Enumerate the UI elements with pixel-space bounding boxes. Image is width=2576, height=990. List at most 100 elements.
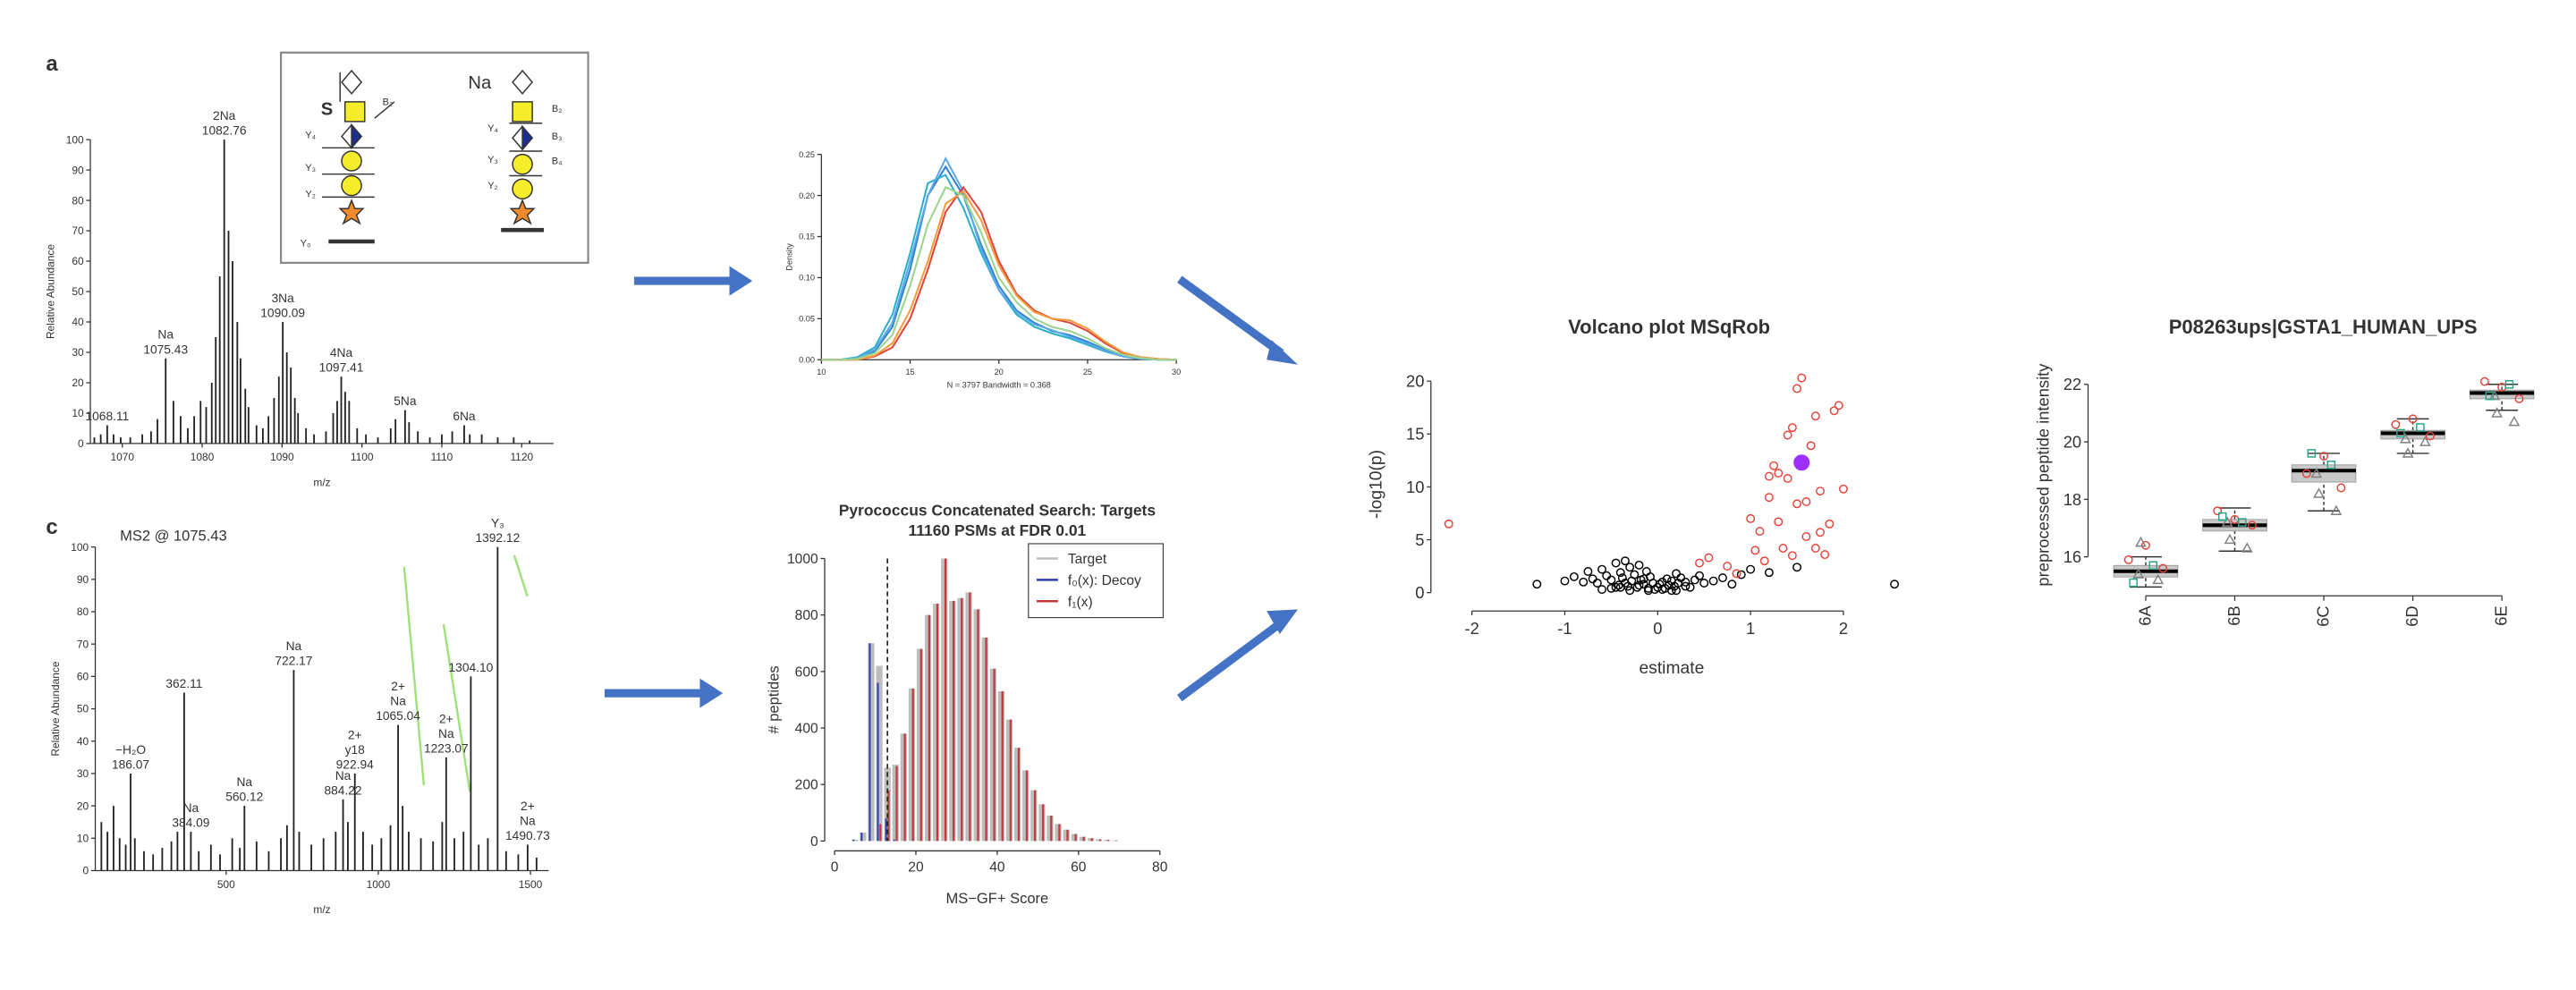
y-tick-label: 90: [72, 164, 84, 176]
point: [1723, 562, 1733, 571]
point: [1532, 580, 1542, 589]
peak-annotation: 5Na: [394, 394, 417, 408]
x-tick-label: 10: [817, 368, 826, 377]
histogram-bar: [1071, 833, 1078, 842]
peak-annotation: Na: [438, 727, 454, 740]
point: [2135, 536, 2147, 547]
point: [1755, 527, 1765, 537]
point: [2326, 461, 2336, 470]
point: [1657, 585, 1667, 595]
y-tick-label: 40: [72, 316, 84, 328]
x-tick-label: 30: [1172, 368, 1181, 377]
y-tick-label: 1000: [787, 552, 818, 567]
point: [1560, 576, 1570, 586]
point: [1699, 579, 1709, 588]
point: [1787, 423, 1797, 433]
histogram-bar: [900, 733, 907, 842]
legend-label: Target: [1068, 552, 1107, 567]
inset-label: B₂: [552, 104, 563, 114]
x-axis-label: estimate: [1639, 659, 1704, 678]
y-tick-label: 100: [71, 541, 89, 554]
point: [1611, 582, 1621, 592]
point: [1778, 544, 1788, 553]
histogram-bar: [1030, 790, 1038, 842]
x-tick-label: 2: [1839, 619, 1848, 638]
histogram-bar: [895, 766, 898, 842]
point: [1597, 585, 1606, 595]
peak-annotation: Na: [183, 801, 199, 815]
point: [1736, 570, 1746, 580]
fragment-links: [402, 554, 529, 792]
density-line: [821, 185, 1177, 361]
y-tick-label: 20: [77, 800, 89, 812]
peak-annotation: 560.12: [225, 791, 263, 804]
peak-annotation: Na: [286, 639, 302, 653]
point: [1621, 556, 1630, 566]
histogram-bar: [985, 637, 987, 842]
y-tick-label: 18: [2063, 490, 2081, 509]
point: [1617, 573, 1627, 583]
y-tick-label: 90: [77, 573, 89, 586]
y-tick-label: 0: [810, 834, 818, 850]
inset-label: B₃: [552, 131, 563, 142]
box: [2291, 464, 2357, 483]
histogram-bar: [1104, 840, 1111, 842]
histogram-bar: [1009, 719, 1012, 842]
histogram-bar: [869, 643, 871, 842]
x-tick-label: 1120: [510, 451, 533, 463]
inset-label: Y₃: [305, 163, 316, 173]
arrow-head: [699, 678, 724, 708]
point: [1634, 580, 1644, 590]
y-tick-label: 40: [77, 735, 89, 748]
histogram-bar: [879, 824, 882, 842]
histogram-bar: [1087, 838, 1095, 842]
point: [1774, 469, 1784, 478]
point: [1606, 583, 1616, 593]
peak-annotation: 1068.11: [85, 410, 129, 423]
peak-annotation: 1304.10: [449, 661, 494, 674]
point: [1597, 564, 1606, 574]
point: [1816, 528, 1825, 537]
point: [2391, 419, 2401, 429]
y-tick-label: 30: [77, 767, 89, 780]
point: [1583, 567, 1593, 576]
x-tick-label: 60: [1071, 859, 1087, 875]
histogram-bar: [1022, 770, 1030, 842]
y-tick-label: 60: [77, 671, 89, 683]
inset-label: Y₄: [305, 130, 316, 140]
inset-label: B₄: [552, 157, 563, 167]
x-tick-label: 500: [217, 878, 235, 891]
point: [2217, 512, 2227, 521]
point: [2514, 393, 2524, 403]
histogram-bar: [1017, 748, 1020, 842]
panel-label: c: [46, 515, 57, 539]
inset-box: [279, 51, 589, 264]
histogram-bar: [949, 600, 956, 842]
histogram-bar: [852, 839, 859, 842]
x-tick-label: 1090: [270, 451, 294, 463]
x-tick-label: 1100: [351, 451, 374, 463]
x-tick-label: 15: [905, 368, 914, 377]
point: [1592, 579, 1602, 588]
histogram-bar: [941, 558, 948, 842]
peak-annotation: 362.11: [165, 677, 202, 690]
histogram-bar: [1074, 833, 1077, 842]
point: [1444, 519, 1453, 529]
point: [2485, 391, 2495, 401]
y-tick-label: 0: [83, 865, 89, 877]
y-tick-label: 800: [795, 608, 818, 623]
x-tick-label: 1500: [519, 878, 543, 891]
point: [2301, 469, 2311, 478]
histogram-bar: [928, 614, 930, 842]
inset-label: Na: [468, 73, 492, 93]
peak-annotation: 2+: [439, 712, 453, 725]
point: [1764, 471, 1774, 481]
legend-label: f₁(x): [1068, 595, 1093, 610]
arrow-head: [729, 266, 753, 296]
histogram-bar: [860, 832, 863, 842]
point: [2396, 428, 2405, 438]
histogram-bar: [911, 688, 914, 842]
histogram-bar: [1033, 790, 1037, 842]
density-line: [821, 186, 1177, 361]
x-tick-label: 1: [1746, 619, 1755, 638]
